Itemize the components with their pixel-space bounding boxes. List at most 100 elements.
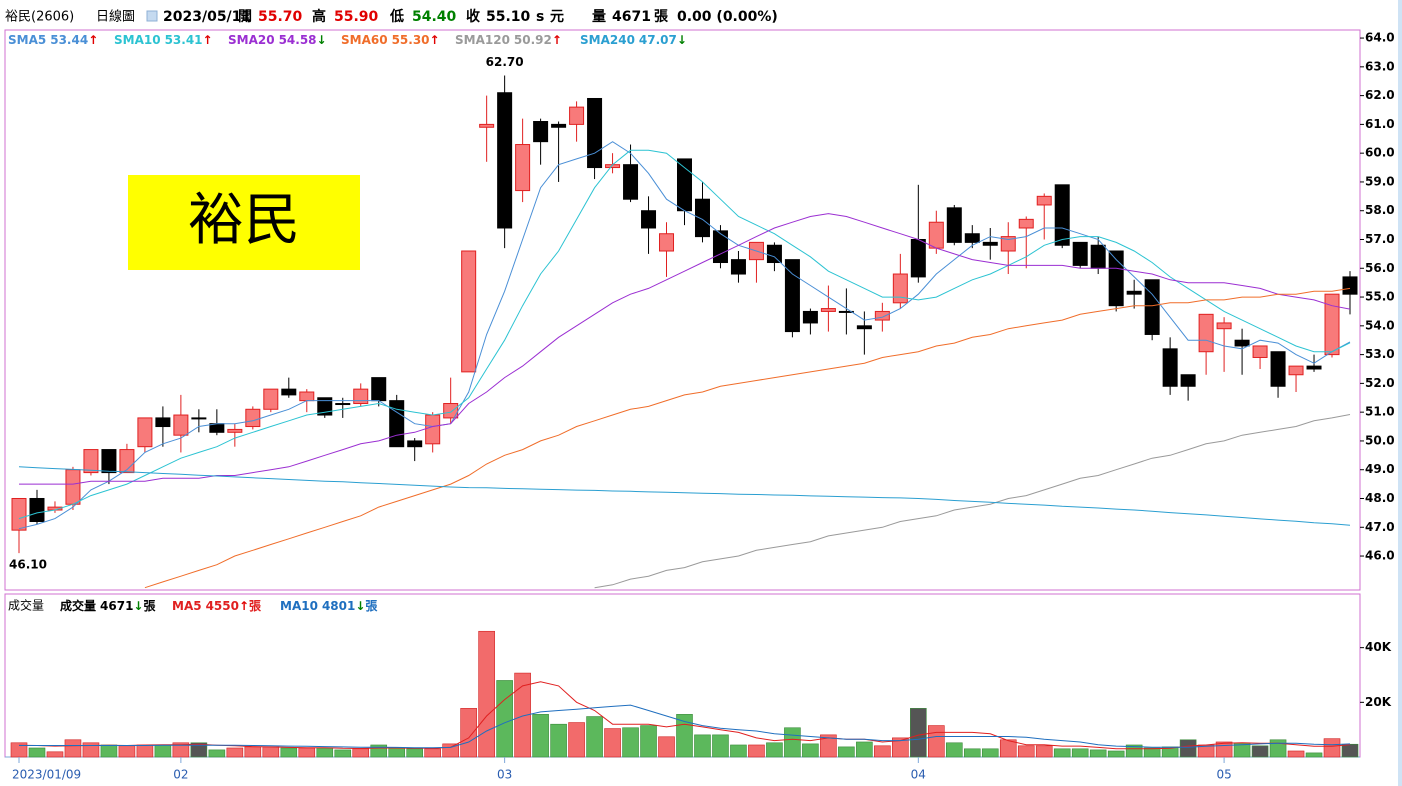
volume-bar [910, 708, 927, 758]
volume-bar [208, 749, 226, 758]
candle-body [1144, 279, 1160, 335]
legend-entry: 成交量 4671↓張 [60, 598, 156, 613]
candle-body [892, 273, 908, 304]
volume-bar [298, 747, 316, 758]
legend-value: 50.92 [514, 33, 552, 47]
legend-unit: 張 [249, 599, 262, 613]
volume-bar [1017, 745, 1035, 758]
y-tick-label: 40K [1365, 640, 1392, 654]
volume-bar [388, 747, 406, 758]
candle-body [964, 233, 980, 243]
candle-body [1270, 351, 1286, 387]
legend-unit: 張 [365, 599, 378, 613]
candle-body [227, 428, 243, 433]
legend-arrow: ↓ [317, 33, 327, 47]
price-panel [4, 29, 1361, 591]
high-value: 55.90 [334, 9, 379, 25]
legend-entry: SMA60 55.30↑ [341, 33, 440, 47]
volume-bar [424, 748, 441, 758]
candle-body [425, 414, 441, 445]
volume-bar [568, 722, 585, 758]
period-dropdown[interactable] [146, 10, 158, 22]
legend-arrow: ↑ [203, 33, 213, 47]
sma-line [19, 213, 1351, 485]
y-tick-label: 49.0 [1365, 462, 1395, 476]
candle-body [389, 400, 405, 448]
sma-line [18, 149, 1351, 520]
candle-body [1306, 365, 1322, 370]
y-tick-label: 62.0 [1365, 88, 1395, 102]
candle-body [1162, 348, 1178, 387]
volume-ma-line [18, 681, 1351, 750]
legend-entry: SMA20 54.58↓ [228, 33, 327, 47]
legend-value: 4801 [322, 599, 355, 613]
candle-body [101, 449, 117, 474]
candle-body [407, 440, 423, 448]
volume-unit: 張 [654, 9, 669, 25]
volume-bar [262, 746, 280, 758]
volume-bar [640, 725, 657, 758]
volume-bar [892, 737, 909, 758]
period[interactable]: 日線圖 [96, 9, 135, 25]
currency: 元 [550, 9, 564, 25]
volume-bar [586, 716, 603, 758]
candle-body [569, 106, 585, 125]
volume-bar [478, 630, 495, 758]
candle-body [29, 497, 45, 523]
candle-body [335, 403, 351, 406]
volume-bar [1071, 748, 1089, 758]
legend-name: SMA5 [8, 33, 46, 47]
candle-body [299, 391, 315, 402]
legend-arrow: ↑ [88, 33, 98, 47]
volume-bar [1287, 750, 1305, 758]
window-edge [1398, 0, 1402, 786]
volume-bar [100, 744, 118, 758]
volume-bar [676, 714, 693, 758]
volume-bar [1089, 749, 1107, 758]
legend-name: SMA20 [228, 33, 275, 47]
volume-bar [280, 747, 298, 758]
y-tick-label: 59.0 [1365, 174, 1395, 188]
y-tick-label: 53.0 [1365, 347, 1395, 361]
y-tick-label: 60.0 [1365, 146, 1395, 160]
candle-body [83, 449, 99, 474]
volume-bar [334, 749, 352, 758]
plots: 46.0 47.0 48.0 49.0 50.0 51.0 52.0 53.0 54.0 55.0… [8, 31, 1395, 782]
candle-body [533, 121, 549, 143]
candle-body [353, 388, 369, 405]
volume-bar [532, 714, 549, 758]
candle-body [1342, 276, 1358, 295]
legend-value: 55.30 [392, 33, 430, 47]
legend-name: SMA60 [341, 33, 388, 47]
volume-bar [1107, 750, 1125, 758]
candle-body [928, 221, 944, 249]
y-tick-label: 54.0 [1365, 318, 1395, 332]
candle-body [730, 259, 746, 275]
y-tick-label: 51.0 [1365, 405, 1395, 419]
volume-bar [1179, 739, 1197, 758]
legend-arrow: ↓ [133, 599, 143, 613]
legend-arrow: ↑ [239, 599, 249, 613]
open-label: 開 [238, 9, 252, 25]
candle-body [1324, 293, 1340, 356]
candle-body [137, 417, 153, 448]
volume-bar [82, 742, 100, 758]
panel-title: 成交量 [8, 598, 44, 613]
volume-bar [460, 708, 477, 758]
volume-bar [784, 727, 801, 758]
y-tick-label: 63.0 [1365, 59, 1395, 73]
legend-value: 4550 [206, 599, 239, 613]
volume-bar [856, 741, 873, 758]
volume-bar [694, 734, 711, 758]
candle-body [677, 158, 692, 212]
candle-body [946, 207, 962, 243]
candle-body [1216, 322, 1232, 330]
volume-bar [64, 739, 82, 758]
candle-body [641, 210, 657, 229]
volume-bar [1269, 739, 1287, 758]
volume-bar [748, 744, 765, 758]
candle-body [838, 310, 854, 313]
volume-bar [46, 751, 64, 758]
candle-body [712, 230, 728, 264]
volume-bar [118, 745, 136, 758]
